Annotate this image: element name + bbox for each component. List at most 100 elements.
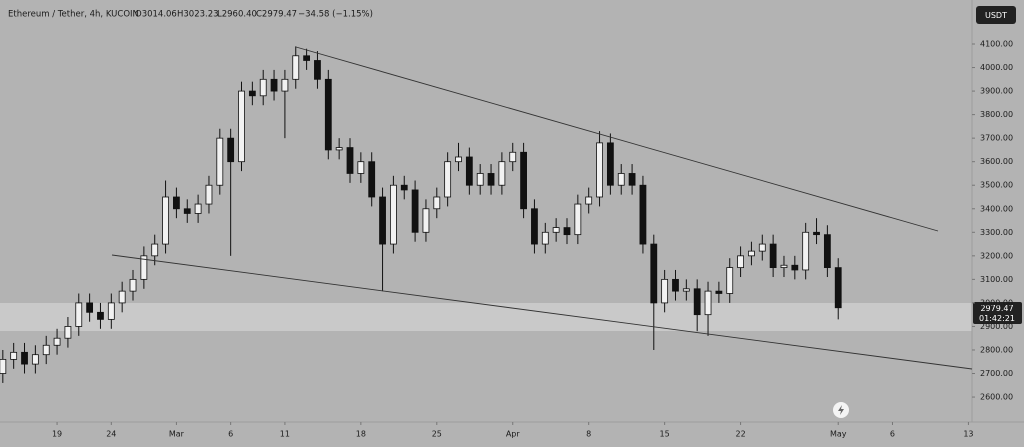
candle-body bbox=[10, 351, 18, 360]
candle-body bbox=[292, 55, 300, 80]
change: −34.58 (−1.15%) bbox=[298, 10, 373, 20]
y-tick-label: 2800.00 bbox=[980, 345, 1013, 354]
candle-body bbox=[455, 156, 462, 163]
x-tick-label: 24 bbox=[106, 430, 116, 439]
candle-body bbox=[129, 278, 137, 292]
y-tick-label: 3000.00 bbox=[980, 298, 1013, 307]
x-tick-label: 25 bbox=[432, 430, 442, 439]
candle-body bbox=[487, 173, 495, 186]
y-tick-label: 3200.00 bbox=[980, 251, 1013, 260]
candle-body bbox=[444, 161, 452, 198]
x-tick-label: 22 bbox=[735, 430, 745, 439]
candle-body bbox=[400, 184, 408, 191]
candle-body bbox=[780, 264, 788, 269]
candle-body bbox=[552, 227, 560, 233]
ohlc-high: H3023.23 bbox=[177, 10, 219, 20]
symbol: Ethereum / Tether, 4h, KUCOIN bbox=[8, 10, 139, 20]
candle-body bbox=[748, 250, 755, 257]
y-tick-label: 2600.00 bbox=[980, 393, 1013, 402]
price-badge bbox=[973, 302, 1022, 324]
candle-body bbox=[596, 142, 603, 198]
x-tick-label: 6 bbox=[228, 430, 233, 439]
candle-body bbox=[42, 344, 50, 356]
candle-body bbox=[541, 231, 549, 245]
candle-body bbox=[216, 137, 224, 186]
candle-body bbox=[31, 354, 39, 365]
y-tick-label: 2700.00 bbox=[980, 369, 1013, 378]
candle-body bbox=[531, 208, 538, 245]
candle-body bbox=[617, 173, 625, 186]
x-tick-label: 19 bbox=[52, 430, 62, 439]
candle-body bbox=[520, 151, 527, 210]
candle-body bbox=[726, 267, 734, 294]
x-tick-label: May bbox=[830, 430, 847, 439]
y-tick-label: 3300.00 bbox=[980, 228, 1013, 237]
candle-body bbox=[737, 255, 744, 269]
candle-body bbox=[173, 196, 180, 210]
candle-body bbox=[390, 184, 397, 245]
currency-button[interactable] bbox=[976, 6, 1016, 24]
candle-body bbox=[682, 288, 690, 292]
candle-body bbox=[411, 189, 419, 233]
candle-body bbox=[335, 147, 343, 151]
candle-body bbox=[21, 351, 28, 365]
candle-body bbox=[834, 267, 842, 309]
candle-body bbox=[140, 255, 148, 280]
candle-body bbox=[314, 60, 321, 80]
candle-body bbox=[476, 173, 484, 186]
y-tick-label: 3900.00 bbox=[980, 87, 1013, 96]
candle-body bbox=[183, 208, 191, 214]
candle-body bbox=[650, 243, 658, 304]
candle-body bbox=[324, 78, 332, 151]
last-price: 2979.47 bbox=[980, 304, 1013, 313]
candle-body bbox=[281, 78, 289, 92]
candle-body bbox=[563, 227, 571, 236]
candle-body bbox=[303, 55, 311, 61]
y-tick-label: 4100.00 bbox=[980, 40, 1013, 49]
y-tick-label: 3400.00 bbox=[980, 204, 1013, 213]
candle-body bbox=[151, 243, 159, 257]
candle-body bbox=[823, 234, 831, 269]
candle-body bbox=[75, 302, 83, 327]
candle-body bbox=[205, 184, 213, 205]
candle-body bbox=[606, 142, 614, 186]
candle-body bbox=[86, 302, 94, 313]
y-tick-label: 3500.00 bbox=[980, 181, 1013, 190]
candle-body bbox=[270, 78, 278, 92]
candle-body bbox=[769, 243, 777, 269]
candle-body bbox=[715, 290, 723, 294]
candle-body bbox=[368, 161, 376, 198]
highlight-zone bbox=[0, 303, 972, 331]
candle-body bbox=[194, 203, 202, 214]
candle-body bbox=[97, 311, 104, 320]
candle-body bbox=[346, 147, 354, 174]
candle-body bbox=[758, 243, 766, 252]
y-tick-label: 3800.00 bbox=[980, 110, 1013, 119]
x-tick-label: 8 bbox=[586, 430, 591, 439]
y-tick-label: 3600.00 bbox=[980, 157, 1013, 166]
countdown: 01:42:21 bbox=[979, 314, 1015, 323]
candle-body bbox=[585, 196, 593, 205]
candle-body bbox=[813, 231, 820, 236]
candle-body bbox=[227, 137, 235, 163]
y-tick-label: 3700.00 bbox=[980, 134, 1013, 143]
candle-body bbox=[791, 264, 799, 271]
candle-body bbox=[357, 161, 365, 174]
x-tick-label: 11 bbox=[280, 430, 290, 439]
candle-body bbox=[509, 151, 517, 163]
x-tick-label: 18 bbox=[356, 430, 366, 439]
trend-line-lower bbox=[111, 254, 973, 370]
x-tick-label: 13 bbox=[963, 430, 973, 439]
y-tick-label: 2900.00 bbox=[980, 322, 1013, 331]
candle-body bbox=[107, 302, 115, 320]
ohlc-open: O3014.06 bbox=[135, 10, 177, 20]
candle-body bbox=[422, 208, 430, 233]
lightning-icon bbox=[838, 405, 844, 415]
candle-body bbox=[248, 90, 256, 97]
currency-label[interactable]: USDT bbox=[985, 11, 1007, 20]
candle-body bbox=[628, 173, 636, 186]
ohlc-close: C2979.47 bbox=[256, 10, 297, 20]
candle-body bbox=[704, 290, 712, 316]
